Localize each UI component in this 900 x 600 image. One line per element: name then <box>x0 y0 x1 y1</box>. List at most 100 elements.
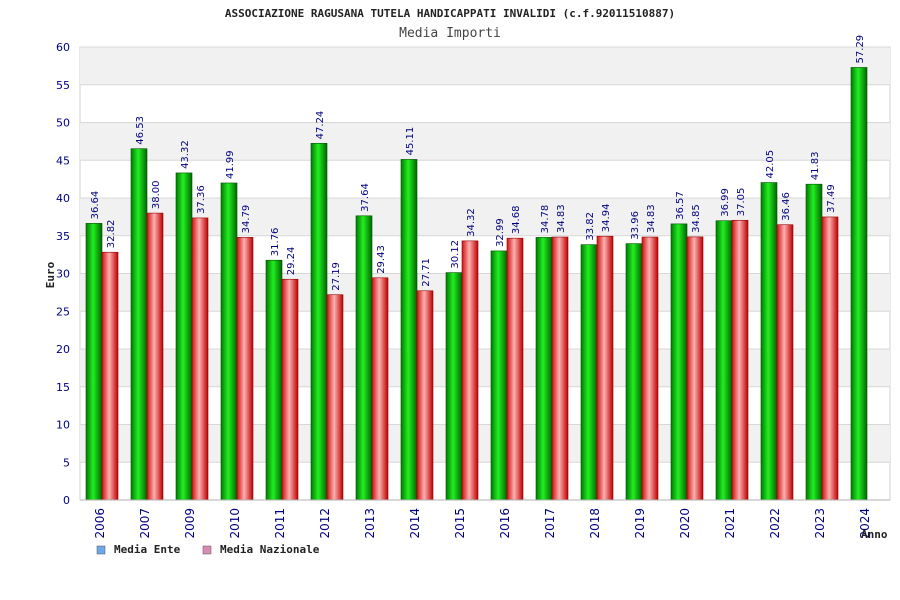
bar-media-nazionale <box>731 219 749 501</box>
x-tick-label: 2023 <box>813 508 827 539</box>
bar-media-nazionale <box>551 236 569 501</box>
legend-label-media-nazionale: Media Nazionale <box>220 543 320 556</box>
data-label: 37.49 <box>826 184 837 213</box>
x-axis-ticks: 2006 2007 2009 2010 2011 2012 2013 2014 2015 2016… <box>93 508 872 539</box>
grid-band <box>80 47 890 85</box>
x-tick-label: 2015 <box>453 508 467 539</box>
grid-band <box>80 273 890 312</box>
data-label: 37.05 <box>736 188 747 217</box>
x-tick-label: 2019 <box>633 508 647 539</box>
x-tick-label: 2016 <box>498 508 512 539</box>
y-tick-label: 15 <box>56 381 70 394</box>
x-tick-label: 2014 <box>408 508 422 539</box>
bar-media-ente <box>535 237 553 501</box>
bar-media-nazionale <box>281 278 299 501</box>
data-label: 36.57 <box>675 191 686 220</box>
bar-media-ente <box>625 243 643 501</box>
bar-media-nazionale <box>146 212 164 501</box>
legend-label-media-ente: Media Ente <box>114 543 181 556</box>
y-tick-label: 0 <box>63 494 70 507</box>
data-label: 43.32 <box>180 140 191 169</box>
legend-swatch-media-nazionale <box>202 545 212 555</box>
grid-band <box>80 424 890 463</box>
bar-media-nazionale <box>101 251 119 501</box>
x-tick-label: 2024 <box>858 508 872 539</box>
bar-media-ente <box>580 244 598 501</box>
x-tick-label: 2020 <box>678 508 692 539</box>
data-label: 34.68 <box>511 206 522 235</box>
y-tick-label: 10 <box>56 419 70 432</box>
data-label: 34.83 <box>646 204 657 233</box>
bar-media-ente <box>265 259 283 501</box>
y-tick-label: 60 <box>56 41 70 54</box>
bar-media-ente <box>175 172 193 501</box>
bar-media-ente <box>400 159 418 501</box>
chart-title: ASSOCIAZIONE RAGUSANA TUTELA HANDICAPPAT… <box>225 7 675 20</box>
grid-band <box>80 122 890 161</box>
bar-media-nazionale <box>371 277 389 501</box>
x-tick-label: 2007 <box>138 508 152 539</box>
grid-band <box>80 198 890 236</box>
data-labels: 36.64 32.82 46.53 38.00 43.32 37.36 41.99 34.79… <box>90 35 866 291</box>
y-axis-label: Euro <box>44 261 57 288</box>
bar-media-ente <box>445 272 463 501</box>
y-tick-label: 40 <box>56 192 70 205</box>
bar-media-ente <box>760 182 778 501</box>
data-label: 34.83 <box>556 204 567 233</box>
legend: Media Ente Media Nazionale <box>96 543 320 556</box>
bar-media-nazionale <box>506 237 524 501</box>
data-label: 36.64 <box>90 191 101 220</box>
bar-media-ente <box>355 215 373 501</box>
data-label: 27.71 <box>421 258 432 287</box>
data-label: 42.05 <box>765 150 776 179</box>
y-tick-label: 35 <box>56 230 70 243</box>
data-label: 37.64 <box>360 183 371 212</box>
data-label: 36.46 <box>781 192 792 221</box>
y-tick-label: 50 <box>56 117 70 130</box>
bar-media-nazionale <box>416 290 434 501</box>
x-tick-label: 2022 <box>768 508 782 539</box>
bar-media-nazionale <box>821 216 839 501</box>
data-label: 34.94 <box>601 204 612 233</box>
bar-media-nazionale <box>596 235 614 501</box>
x-tick-label: 2010 <box>228 508 242 539</box>
data-label: 31.76 <box>270 228 281 257</box>
x-tick-label: 2006 <box>93 508 107 539</box>
x-tick-label: 2021 <box>723 508 737 539</box>
bar-media-ente <box>490 250 508 501</box>
data-label: 33.82 <box>585 212 596 241</box>
data-label: 47.24 <box>315 111 326 140</box>
y-tick-label: 55 <box>56 79 70 92</box>
y-tick-label: 20 <box>56 343 70 356</box>
plot-area: 0 5 10 15 20 25 30 35 40 45 50 55 60 36.64 32.82 46.53… <box>56 35 891 539</box>
bar-media-ente <box>310 143 328 501</box>
y-tick-label: 5 <box>63 456 70 469</box>
y-axis-ticks: 0 5 10 15 20 25 30 35 40 45 50 55 60 <box>56 41 70 507</box>
data-label: 41.99 <box>225 150 236 179</box>
data-label: 41.83 <box>810 152 821 181</box>
data-label: 45.11 <box>405 127 416 156</box>
x-tick-label: 2011 <box>273 508 287 539</box>
bar-media-nazionale <box>236 237 254 501</box>
bar-media-ente <box>850 67 868 501</box>
y-tick-label: 25 <box>56 305 70 318</box>
x-axis-label: Anno <box>861 528 888 541</box>
data-label: 37.36 <box>196 185 207 214</box>
x-tick-label: 2018 <box>588 508 602 539</box>
data-label: 46.53 <box>135 116 146 145</box>
x-tick-label: 2013 <box>363 508 377 539</box>
x-tick-label: 2009 <box>183 508 197 539</box>
data-label: 34.79 <box>241 205 252 234</box>
bar-media-ente <box>130 148 148 501</box>
bar-media-ente <box>85 223 103 501</box>
bar-media-nazionale <box>191 217 209 501</box>
x-tick-label: 2017 <box>543 508 557 539</box>
data-label: 27.19 <box>331 262 342 291</box>
data-label: 34.85 <box>691 204 702 233</box>
bar-media-nazionale <box>461 240 479 501</box>
grid-band <box>80 349 890 387</box>
data-label: 30.12 <box>450 240 461 269</box>
bar-media-ente <box>715 220 733 501</box>
bar-media-ente <box>220 182 238 501</box>
